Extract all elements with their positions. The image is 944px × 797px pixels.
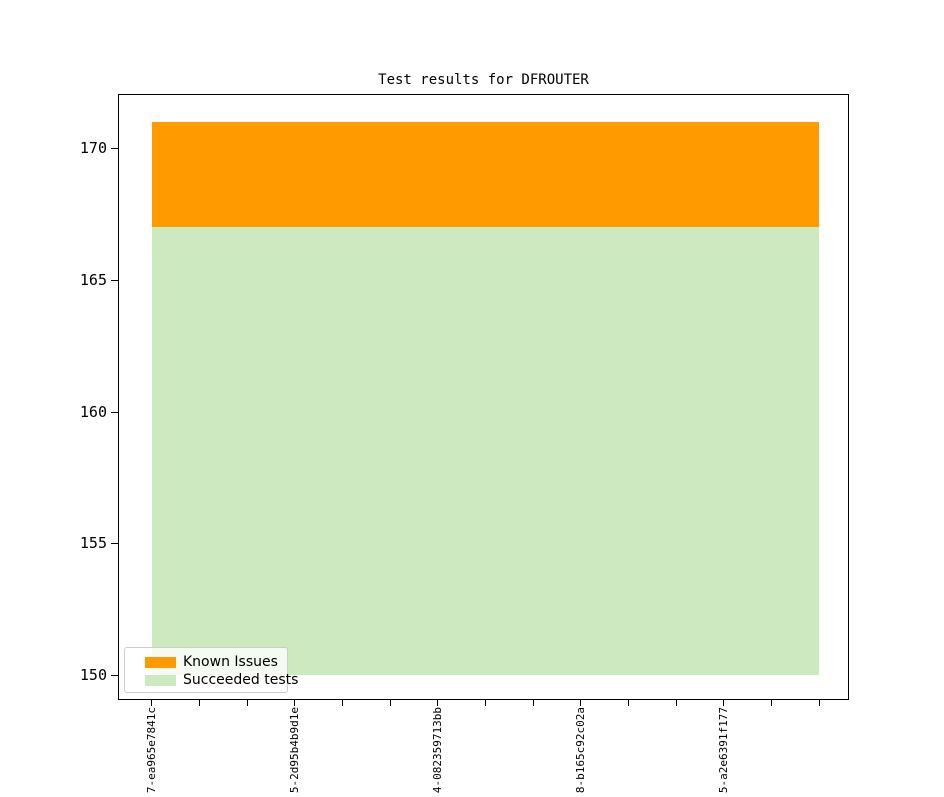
- x-tick-label: 7-ea965e7841c: [144, 707, 158, 794]
- x-tick-mark: [675, 700, 677, 706]
- x-tick-mark: [770, 700, 772, 706]
- y-tick-mark: [111, 675, 118, 676]
- legend-item-known-issues: Known Issues: [145, 653, 287, 671]
- x-tick-label: 4-082359713bb: [430, 707, 444, 794]
- x-tick-mark: [341, 700, 343, 706]
- x-tick-mark: [580, 700, 582, 706]
- chart-title: Test results for DFROUTER: [378, 72, 589, 88]
- y-tick-label: 160: [79, 402, 107, 421]
- x-tick-label: 5-a2e6391f177: [716, 707, 730, 794]
- legend-item-succeeded-tests: Succeeded tests: [145, 671, 298, 689]
- area-known-issues: [151, 121, 819, 228]
- x-tick-mark: [198, 700, 200, 706]
- y-tick-label: 155: [79, 534, 107, 553]
- x-tick-label: 5-2d95b4b9d1e: [287, 707, 301, 794]
- legend: Known Issues Succeeded tests: [124, 647, 298, 693]
- x-tick-label: 8-b165c92c02a: [573, 707, 587, 794]
- x-tick-mark: [818, 700, 820, 706]
- x-tick-mark: [532, 700, 534, 706]
- y-tick-label: 170: [79, 139, 107, 157]
- x-tick-mark: [437, 700, 439, 706]
- x-tick-mark: [389, 700, 391, 706]
- x-tick-mark: [627, 700, 629, 706]
- y-tick-label: 165: [79, 270, 107, 289]
- legend-swatch-succeeded-tests: [145, 674, 176, 686]
- legend-label-succeeded-tests: Succeeded tests: [183, 672, 299, 688]
- x-tick-mark: [246, 700, 248, 706]
- x-tick-mark: [484, 700, 486, 706]
- x-tick-mark: [723, 700, 725, 706]
- y-tick-mark: [111, 279, 118, 281]
- y-tick-label: 150: [79, 666, 107, 684]
- y-tick-mark: [111, 543, 118, 545]
- legend-swatch-known-issues: [145, 656, 176, 668]
- legend-label-known-issues: Known Issues: [183, 654, 278, 670]
- y-tick-mark: [111, 148, 118, 149]
- x-tick-mark: [151, 700, 153, 706]
- area-succeeded-tests: [151, 227, 819, 675]
- y-tick-mark: [111, 411, 118, 413]
- x-tick-mark: [294, 700, 296, 706]
